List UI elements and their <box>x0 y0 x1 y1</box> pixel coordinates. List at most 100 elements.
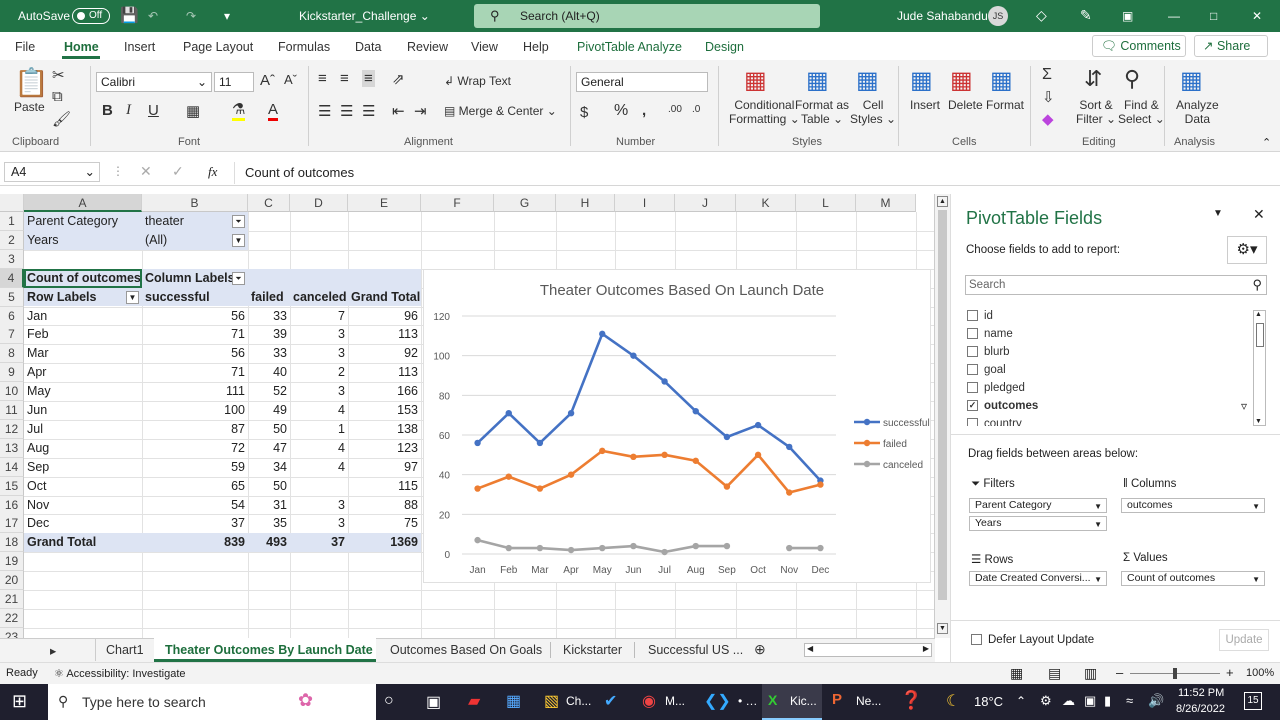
field-country[interactable]: country <box>967 418 1022 426</box>
decrease-decimal-icon[interactable]: .0 <box>692 104 701 115</box>
data-cell[interactable]: 56 <box>231 308 245 323</box>
tab-view[interactable]: View <box>471 40 498 54</box>
column-header[interactable]: Grand Total <box>351 289 421 304</box>
data-cell[interactable]: 34 <box>273 459 287 474</box>
comma-icon[interactable]: , <box>642 102 647 119</box>
delete-cells-button[interactable]: Delete <box>948 98 983 112</box>
column-header[interactable]: failed <box>251 289 284 304</box>
tab-data[interactable]: Data <box>355 40 382 54</box>
insert-cells-icon[interactable]: ▦ <box>910 67 933 94</box>
sheet-tab-theater-outcomes[interactable]: Theater Outcomes By Launch Date <box>165 643 373 657</box>
data-cell[interactable]: 56 <box>231 346 245 361</box>
checkbox[interactable] <box>967 382 978 394</box>
number-format-select[interactable]: General <box>576 72 708 92</box>
data-cell[interactable]: 33 <box>273 308 287 323</box>
tab-design[interactable]: Design <box>705 40 744 54</box>
format-cells-icon[interactable]: ▦ <box>990 67 1013 94</box>
page-break-view-icon[interactable]: ▥ <box>1084 665 1098 681</box>
row-label[interactable]: May <box>27 384 51 399</box>
column-item-outcomes[interactable]: outcomes ▼ <box>1121 498 1265 513</box>
select-all-corner[interactable] <box>0 194 24 212</box>
display-icon[interactable]: ▣ <box>1084 693 1097 708</box>
row-label[interactable]: Sep <box>27 459 50 474</box>
vertical-scrollbar[interactable]: ▲ ▼ <box>935 194 950 638</box>
bold-icon[interactable]: B <box>102 102 113 119</box>
align-left-icon[interactable]: ☰ <box>318 103 332 120</box>
cancel-icon[interactable]: ✕ <box>140 163 152 179</box>
column-header[interactable]: canceled <box>293 289 347 304</box>
customize-qat-icon[interactable]: ▾ <box>224 9 231 23</box>
filter-value[interactable]: (All) <box>145 232 168 247</box>
filter-item-parent-category[interactable]: Parent Category ▼ <box>969 498 1107 513</box>
help-icon[interactable]: ❓ <box>900 690 923 710</box>
field-pledged[interactable]: pledged <box>967 382 1025 394</box>
column-labels-header[interactable]: Column Labels <box>145 270 235 285</box>
grand-total-cell[interactable]: 1369 <box>390 535 418 550</box>
share-button[interactable]: ↗ Share <box>1194 35 1268 57</box>
sheet-tab-successful-us[interactable]: Successful US ... <box>648 643 744 657</box>
data-cell[interactable]: 4 <box>338 459 345 474</box>
scroll-up-icon[interactable]: ▲ <box>1255 311 1262 318</box>
data-cell[interactable]: 65 <box>231 478 245 493</box>
sheet-tab-outcomes-goals[interactable]: Outcomes Based On Goals <box>390 643 543 657</box>
checkbox[interactable] <box>967 310 978 322</box>
column-header-j[interactable]: J <box>675 194 736 212</box>
pane-options-icon[interactable]: ▼ <box>1213 208 1223 219</box>
defer-layout-checkbox[interactable]: Defer Layout Update <box>971 634 1094 646</box>
cortana-icon[interactable]: ○ <box>384 692 394 709</box>
search-box[interactable]: ⚲ Search (Alt+Q) <box>474 4 820 28</box>
insert-cells-button[interactable]: Insert <box>910 98 941 112</box>
cell-styles-icon[interactable]: ▦ <box>856 67 879 94</box>
row-header-13[interactable]: 13 <box>0 438 24 458</box>
data-cell[interactable]: 97 <box>404 459 418 474</box>
delete-cells-icon[interactable]: ▦ <box>950 67 973 94</box>
row-header-19[interactable]: 19 <box>0 552 24 572</box>
scroll-down-icon[interactable]: ▼ <box>937 623 948 634</box>
column-header-h[interactable]: H <box>556 194 615 212</box>
formula-input[interactable]: Count of outcomes <box>234 162 1274 184</box>
row-label[interactable]: Oct <box>27 478 47 493</box>
comments-button[interactable]: 🗨 Comments <box>1092 35 1186 57</box>
row-header-12[interactable]: 12 <box>0 419 24 439</box>
sort-filter-button[interactable]: Sort & Filter ⌄ <box>1076 98 1117 126</box>
sheet-tab-chart1[interactable]: Chart1 <box>106 643 144 657</box>
redo-icon[interactable]: ↷ <box>186 9 197 23</box>
scroll-left-icon[interactable]: ◀ <box>807 644 814 653</box>
horizontal-scrollbar[interactable]: ◀ ▶ <box>804 643 932 657</box>
column-header-b[interactable]: B <box>142 194 248 212</box>
enter-icon[interactable]: ✓ <box>172 163 184 179</box>
taskbar-time[interactable]: 11:52 PM <box>1178 687 1225 699</box>
format-as-table-button[interactable]: Format as Table ⌄ <box>795 98 850 126</box>
data-cell[interactable]: 31 <box>273 497 287 512</box>
align-top-icon[interactable]: ≡ <box>318 70 327 87</box>
data-cell[interactable]: 52 <box>273 384 287 399</box>
row-label[interactable]: Mar <box>27 346 49 361</box>
minimize-icon[interactable]: — <box>1168 9 1180 23</box>
data-cell[interactable]: 3 <box>338 497 345 512</box>
cloud-icon[interactable]: ☁ <box>1062 693 1075 708</box>
tray-icon[interactable]: ⚙ <box>1040 693 1052 708</box>
italic-icon[interactable]: I <box>126 102 131 118</box>
checkbox[interactable] <box>967 418 978 426</box>
filter-value[interactable]: theater <box>145 214 184 228</box>
filter-label[interactable]: Years <box>27 232 59 247</box>
merge-center-button[interactable]: ▤ Merge & Center ⌄ <box>444 104 557 118</box>
column-header-m[interactable]: M <box>856 194 916 212</box>
chrome-icon[interactable]: ◉ <box>642 693 656 710</box>
orientation-icon[interactable]: ⇗ <box>392 71 405 88</box>
row-header-5[interactable]: 5 <box>0 287 24 307</box>
row-header-2[interactable]: 2 <box>0 230 24 250</box>
find-select-icon[interactable]: ⚲ <box>1124 66 1141 91</box>
conditional-formatting-button[interactable]: Conditional Formatting ⌄ <box>729 98 800 126</box>
data-cell[interactable]: 100 <box>224 403 245 417</box>
copy-icon[interactable]: ⧉ <box>52 88 63 105</box>
windows-start-icon[interactable]: ⊞ <box>12 691 28 711</box>
row-header-22[interactable]: 22 <box>0 608 24 628</box>
underline-icon[interactable]: U <box>148 102 159 119</box>
currency-icon[interactable]: $ <box>580 104 589 121</box>
row-header-20[interactable]: 20 <box>0 571 24 591</box>
cut-icon[interactable]: ✂ <box>52 67 65 84</box>
data-cell[interactable]: 4 <box>338 440 345 455</box>
accessibility-status[interactable]: ⚛ Accessibility: Investigate <box>54 668 186 680</box>
row-header-11[interactable]: 11 <box>0 401 24 420</box>
